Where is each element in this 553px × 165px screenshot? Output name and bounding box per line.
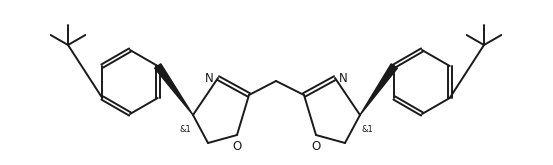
Text: O: O (232, 140, 242, 153)
Text: O: O (311, 140, 321, 153)
Polygon shape (155, 64, 193, 115)
Text: N: N (339, 71, 348, 84)
Polygon shape (360, 64, 398, 115)
Text: N: N (205, 71, 214, 84)
Text: &1: &1 (362, 125, 374, 133)
Text: &1: &1 (179, 125, 191, 133)
